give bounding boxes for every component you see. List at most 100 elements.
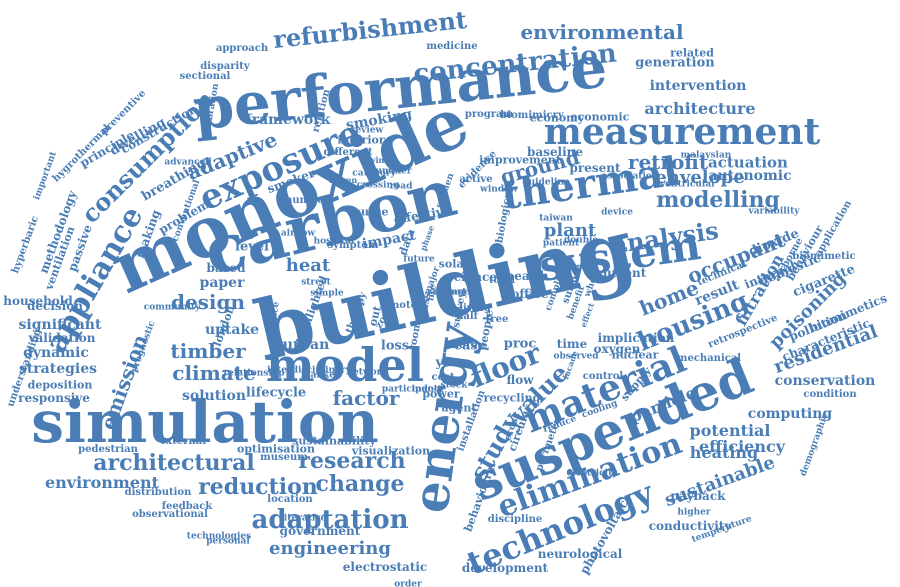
cloud-word: external: [159, 436, 207, 447]
cloud-word: discipline: [487, 514, 543, 525]
cloud-word: modelling: [656, 187, 780, 213]
cloud-word: location: [267, 494, 313, 505]
cloud-word: biomimicry: [500, 110, 564, 121]
cloud-word: pedestrian: [78, 444, 138, 455]
cloud-word: condition: [803, 389, 857, 400]
cloud-word: change: [315, 471, 405, 497]
cloud-word: device: [601, 207, 633, 218]
cloud-word: case: [454, 338, 486, 354]
cloud-word: control: [582, 371, 624, 382]
cloud-word: agent: [441, 401, 477, 415]
cloud-word: power: [422, 387, 460, 401]
cloud-word: review: [350, 125, 384, 136]
cloud-word: lifecycle: [245, 385, 307, 401]
cloud-word: year: [435, 355, 467, 371]
cloud-word: proc: [503, 336, 537, 352]
cloud-word: generation: [635, 55, 715, 71]
cloud-word: heat: [285, 255, 331, 276]
cloud-word: model: [265, 338, 425, 392]
cloud-word: half: [456, 311, 478, 322]
cloud-word: average: [430, 287, 470, 298]
cloud-word: active: [459, 174, 493, 185]
cloud-word: architecture: [644, 99, 756, 118]
cloud-word: potential: [689, 421, 771, 440]
cloud-word: science: [447, 270, 497, 284]
cloud-word: interdisciplinary: [267, 365, 351, 376]
cloud-word: framework: [245, 112, 331, 128]
cloud-word: taiwan: [539, 213, 573, 224]
cloud-word: time: [556, 337, 588, 351]
cloud-word: recycling: [483, 391, 541, 405]
cloud-word: efficiency: [698, 437, 786, 456]
cloud-word: retrofit: [627, 150, 709, 174]
cloud-word: optimisation: [236, 442, 316, 456]
cloud-word: engineering: [269, 538, 391, 559]
cloud-word: category: [352, 168, 396, 179]
cloud-word: advanced: [164, 157, 212, 168]
cloud-word: reduction: [198, 474, 318, 500]
cloud-word: program: [464, 109, 514, 120]
cloud-word: visualization: [351, 444, 431, 458]
cloud-word: paper: [199, 275, 245, 291]
cloud-word: computing: [747, 406, 833, 422]
cloud-word: floor: [438, 287, 462, 298]
cloud-word: blanket: [300, 370, 340, 381]
cloud-word: interior: [337, 133, 385, 147]
cloud-word: observational: [132, 509, 208, 520]
cloud-word: demographic: [798, 412, 831, 478]
cloud-word: plant: [543, 220, 597, 241]
cloud-word: neurological: [537, 547, 623, 561]
cloud-word: simple: [310, 288, 344, 299]
cloud-word: conductivity: [648, 519, 732, 533]
cloud-word: double: [563, 235, 599, 246]
cloud-word: implication: [597, 331, 675, 345]
cloud-word: climate: [172, 361, 256, 385]
cloud-word: loss: [380, 338, 410, 354]
cloud-word: indoor: [411, 384, 445, 395]
cloud-word: autonomic: [708, 168, 792, 184]
cloud-word: window: [480, 184, 518, 195]
cloud-word: flow: [506, 373, 534, 387]
cloud-word: uptake: [204, 322, 260, 338]
cloud-word: level: [235, 239, 269, 255]
cloud-word: living: [459, 303, 491, 314]
cloud-word: dynamic: [23, 345, 89, 361]
cloud-word: government: [279, 524, 361, 538]
cloud-word: baseline: [526, 145, 584, 159]
cloud-word: strategies: [18, 361, 98, 377]
cloud-word: different: [323, 147, 373, 158]
cloud-word: oxygen: [593, 342, 641, 356]
cloud-word: present: [569, 161, 621, 175]
cloud-word: responsive: [18, 391, 90, 405]
cloud-word: association: [601, 171, 659, 182]
cloud-word: envelope: [655, 167, 745, 188]
cloud-word: improvement: [479, 153, 561, 167]
cloud-word: variability: [748, 206, 800, 217]
cloud-word: observed: [553, 351, 599, 362]
cloud-word: disparity: [200, 61, 250, 72]
cloud-word: network: [346, 367, 388, 378]
cloud-word: source: [347, 205, 389, 219]
cloud-word: feedback: [161, 501, 213, 512]
cloud-word: related: [670, 46, 714, 60]
cloud-word: heating: [689, 443, 759, 462]
cloud-word: guideline: [522, 177, 570, 188]
cloud-word: patient: [542, 238, 580, 249]
cloud-word: simulation: [31, 388, 379, 456]
cloud-word: factor: [332, 386, 400, 410]
cloud-word: current: [595, 266, 647, 280]
cloud-word: distribution: [124, 487, 192, 498]
cloud-word: solution: [181, 388, 247, 404]
cloud-word: relationship: [223, 368, 285, 379]
cloud-word: number: [285, 195, 329, 206]
cloud-word: more: [448, 340, 478, 351]
cloud-word: malaysian: [680, 150, 732, 161]
cloud-word: road: [389, 181, 413, 192]
cloud-word: development: [461, 561, 549, 575]
cloud-word: timber: [170, 339, 246, 363]
cloud-word: sustainability: [292, 434, 376, 448]
cloud-word: sectional: [179, 71, 231, 82]
cloud-word: future: [403, 254, 435, 265]
cloud-word: urban: [282, 337, 330, 353]
